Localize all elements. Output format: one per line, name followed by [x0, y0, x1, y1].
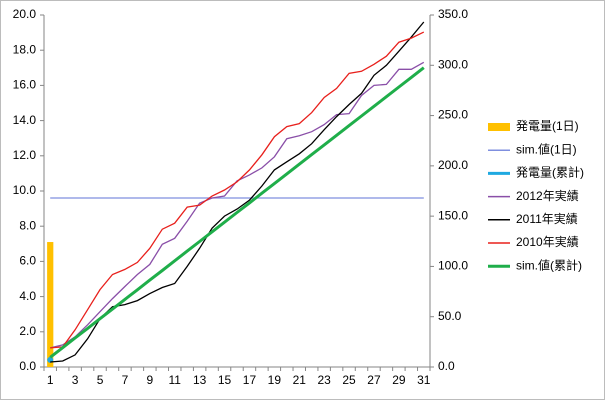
y-tick-label: 14.0 [13, 113, 37, 127]
y2-tick-label: 300.0 [438, 57, 468, 71]
legend-label: 2011年実績 [516, 211, 578, 226]
x-tick-label: 17 [243, 373, 257, 387]
y2-tick-label: 100.0 [438, 259, 468, 273]
y-tick-label: 10.0 [13, 183, 37, 197]
line-series [49, 66, 425, 359]
y2-tick-label: 50.0 [438, 309, 462, 323]
x-tick-label: 29 [392, 373, 406, 387]
x-tick-label: 21 [293, 373, 307, 387]
legend-swatch [488, 123, 510, 131]
legend-label: 2012年実績 [516, 188, 579, 203]
y-tick-label: 12.0 [13, 148, 37, 162]
line-series [50, 61, 425, 349]
line-series [50, 21, 425, 363]
bar [47, 242, 54, 367]
legend-label: 発電量(累計) [516, 165, 584, 180]
y2-tick-label: 0.0 [438, 359, 455, 373]
x-tick-label: 5 [97, 373, 104, 387]
x-tick-label: 7 [122, 373, 129, 387]
y-tick-label: 4.0 [19, 289, 36, 303]
y2-tick-label: 150.0 [438, 208, 468, 222]
x-tick-label: 15 [218, 373, 232, 387]
x-tick-label: 9 [146, 373, 153, 387]
y2-tick-label: 350.0 [438, 7, 468, 21]
y-tick-label: 6.0 [19, 254, 36, 268]
y-tick-label: 8.0 [19, 218, 36, 232]
line-series [50, 31, 425, 349]
legend-label: sim.値(累計) [516, 257, 582, 272]
legend-label: sim.値(1日) [516, 141, 577, 156]
legend-label: 発電量(1日) [516, 119, 579, 133]
x-tick-label: 13 [193, 373, 207, 387]
y-tick-label: 0.0 [19, 359, 36, 373]
x-tick-label: 3 [72, 373, 79, 387]
y-tick-label: 2.0 [19, 324, 36, 338]
y-tick-label: 20.0 [13, 7, 37, 21]
x-tick-label: 31 [417, 373, 431, 387]
x-tick-label: 25 [342, 373, 356, 387]
y2-tick-label: 200.0 [438, 158, 468, 172]
x-tick-label: 1 [47, 373, 54, 387]
legend-label: 2010年実績 [516, 234, 579, 249]
y-tick-label: 16.0 [13, 78, 37, 92]
x-tick-label: 23 [317, 373, 331, 387]
x-tick-label: 11 [169, 373, 182, 387]
x-tick-label: 27 [367, 373, 381, 387]
y-tick-label: 18.0 [13, 42, 37, 56]
y2-tick-label: 250.0 [438, 108, 468, 122]
x-tick-label: 19 [268, 373, 282, 387]
